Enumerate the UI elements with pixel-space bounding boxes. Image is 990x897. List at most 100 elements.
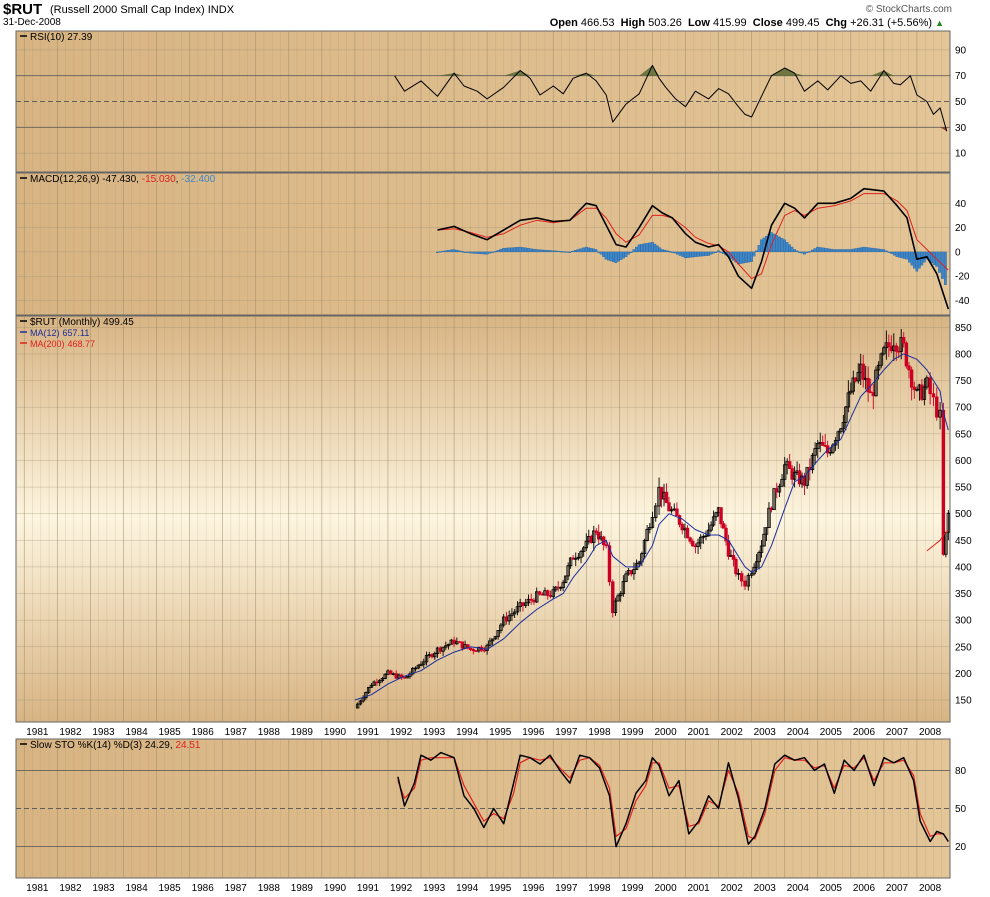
macd-histogram-bar	[689, 251, 692, 258]
macd-histogram-bar	[582, 247, 585, 253]
macd-histogram-bar	[816, 246, 820, 253]
low-value: 415.99	[713, 17, 747, 29]
price-bar-body	[802, 475, 807, 486]
macd-histogram-bar	[707, 251, 710, 256]
price-bar-body	[899, 337, 903, 352]
price-bar-body	[680, 523, 684, 531]
x-year-label-top: 1986	[192, 727, 215, 738]
price-bar-body	[780, 478, 784, 487]
macd-histogram-bar	[463, 251, 467, 253]
price-bar-body	[389, 670, 393, 675]
macd-histogram-bar	[908, 251, 911, 263]
x-year-label-bottom: 2006	[853, 883, 876, 894]
y-tick-label-price: 650	[955, 429, 972, 440]
macd-histogram-bar	[903, 251, 906, 259]
macd-histogram-bar	[742, 251, 745, 264]
price-bar-body	[413, 667, 418, 670]
y-tick-label-price: 350	[955, 589, 972, 600]
price-bar-body	[664, 491, 669, 504]
price-bar-body	[734, 558, 738, 575]
macd-histogram-bar	[780, 238, 784, 253]
macd-histogram-bar	[760, 239, 763, 253]
macd-histogram-bar	[447, 250, 450, 253]
stoch-legend-sep: ,	[170, 740, 176, 751]
y-tick-label-macd: 40	[955, 199, 967, 210]
macd-histogram-bar	[624, 251, 628, 257]
price-bar-body	[688, 537, 692, 542]
macd-histogram-bar	[890, 251, 894, 254]
macd-histogram-bar	[910, 251, 914, 266]
price-bar-body	[611, 581, 615, 614]
macd-histogram-bar	[663, 249, 667, 253]
macd-line	[437, 187, 950, 310]
macd-histogram-bar	[504, 247, 508, 253]
macd-histogram-bar	[693, 251, 697, 257]
macd-histogram-bar	[635, 246, 638, 253]
macd-histogram-bar	[568, 251, 572, 253]
close-label: Close	[752, 17, 783, 29]
macd-histogram-bar	[538, 249, 541, 253]
macd-histogram-bar	[887, 251, 891, 253]
price-bar-body	[836, 431, 840, 441]
macd-histogram-bar	[524, 247, 527, 253]
price-bar-body	[619, 593, 623, 597]
x-year-label-bottom: 2002	[721, 883, 744, 894]
price-bar-body	[693, 545, 698, 548]
price-bar-body	[380, 678, 385, 682]
rsi-overbought-area	[784, 67, 795, 76]
price-bar-body	[754, 561, 759, 568]
x-year-label-bottom: 2004	[787, 883, 810, 894]
price-bar-body	[821, 441, 825, 446]
price-bar-body	[546, 590, 550, 596]
price-bar-body	[922, 386, 927, 400]
macd-histogram-bar	[597, 251, 600, 253]
price-bar-body	[369, 684, 374, 688]
price-bar-body	[828, 451, 833, 454]
macd-histogram-bar	[655, 245, 659, 253]
ma12-line	[354, 353, 949, 701]
y-tick-label-price: 150	[955, 696, 972, 707]
x-year-label-top: 2008	[919, 727, 942, 738]
y-tick-label-stochastic: 50	[955, 804, 967, 815]
brand-label: © StockCharts.com	[865, 4, 952, 15]
macd-histogram-bar	[895, 251, 899, 257]
price-bar-body	[471, 649, 476, 652]
macd-histogram-bar	[717, 250, 720, 253]
price-bar-body	[529, 598, 533, 601]
chg-value: +26.31 (+5.56%)	[850, 17, 933, 29]
price-bar-body	[719, 507, 723, 525]
macd-histogram-bar	[485, 251, 489, 255]
x-year-label-bottom: 1997	[555, 883, 578, 894]
macd-histogram-bar	[571, 250, 574, 253]
macd-histogram-bar	[803, 251, 806, 255]
price-bar-body	[721, 523, 726, 529]
price-bar-body	[849, 390, 853, 394]
macd-histogram-bar	[757, 245, 761, 253]
macd-histogram-bar	[466, 251, 470, 253]
macd-histogram-bar	[584, 246, 588, 253]
y-tick-label-stochastic: 20	[955, 842, 967, 853]
price-bar-body	[566, 565, 570, 577]
price-bar-body	[637, 561, 641, 564]
price-bar-body	[740, 573, 744, 582]
y-tick-label-price: 750	[955, 376, 972, 387]
x-year-label-top: 2000	[654, 727, 677, 738]
y-tick-label-macd: -20	[955, 272, 970, 283]
x-year-label-bottom: 1992	[390, 883, 413, 894]
index-full-name: (Russell 2000 Small Cap Index)	[50, 4, 205, 16]
price-bar-body	[444, 645, 448, 648]
price-bar-body	[574, 557, 578, 560]
macd-histogram-bar	[587, 247, 591, 253]
price-bar-body	[604, 544, 608, 547]
macd-histogram-bar	[637, 244, 641, 253]
x-year-label-bottom: 1982	[59, 883, 82, 894]
price-bar-body	[594, 530, 598, 533]
price-bar-body	[616, 595, 620, 602]
price-bar-body	[576, 556, 581, 559]
macd-histogram-bar	[865, 247, 869, 253]
price-bar-body	[460, 641, 465, 649]
macd-histogram-bar	[496, 250, 500, 253]
price-bar-body	[902, 337, 906, 344]
macd-histogram-bar	[543, 249, 547, 253]
price-bar-body	[364, 692, 368, 699]
